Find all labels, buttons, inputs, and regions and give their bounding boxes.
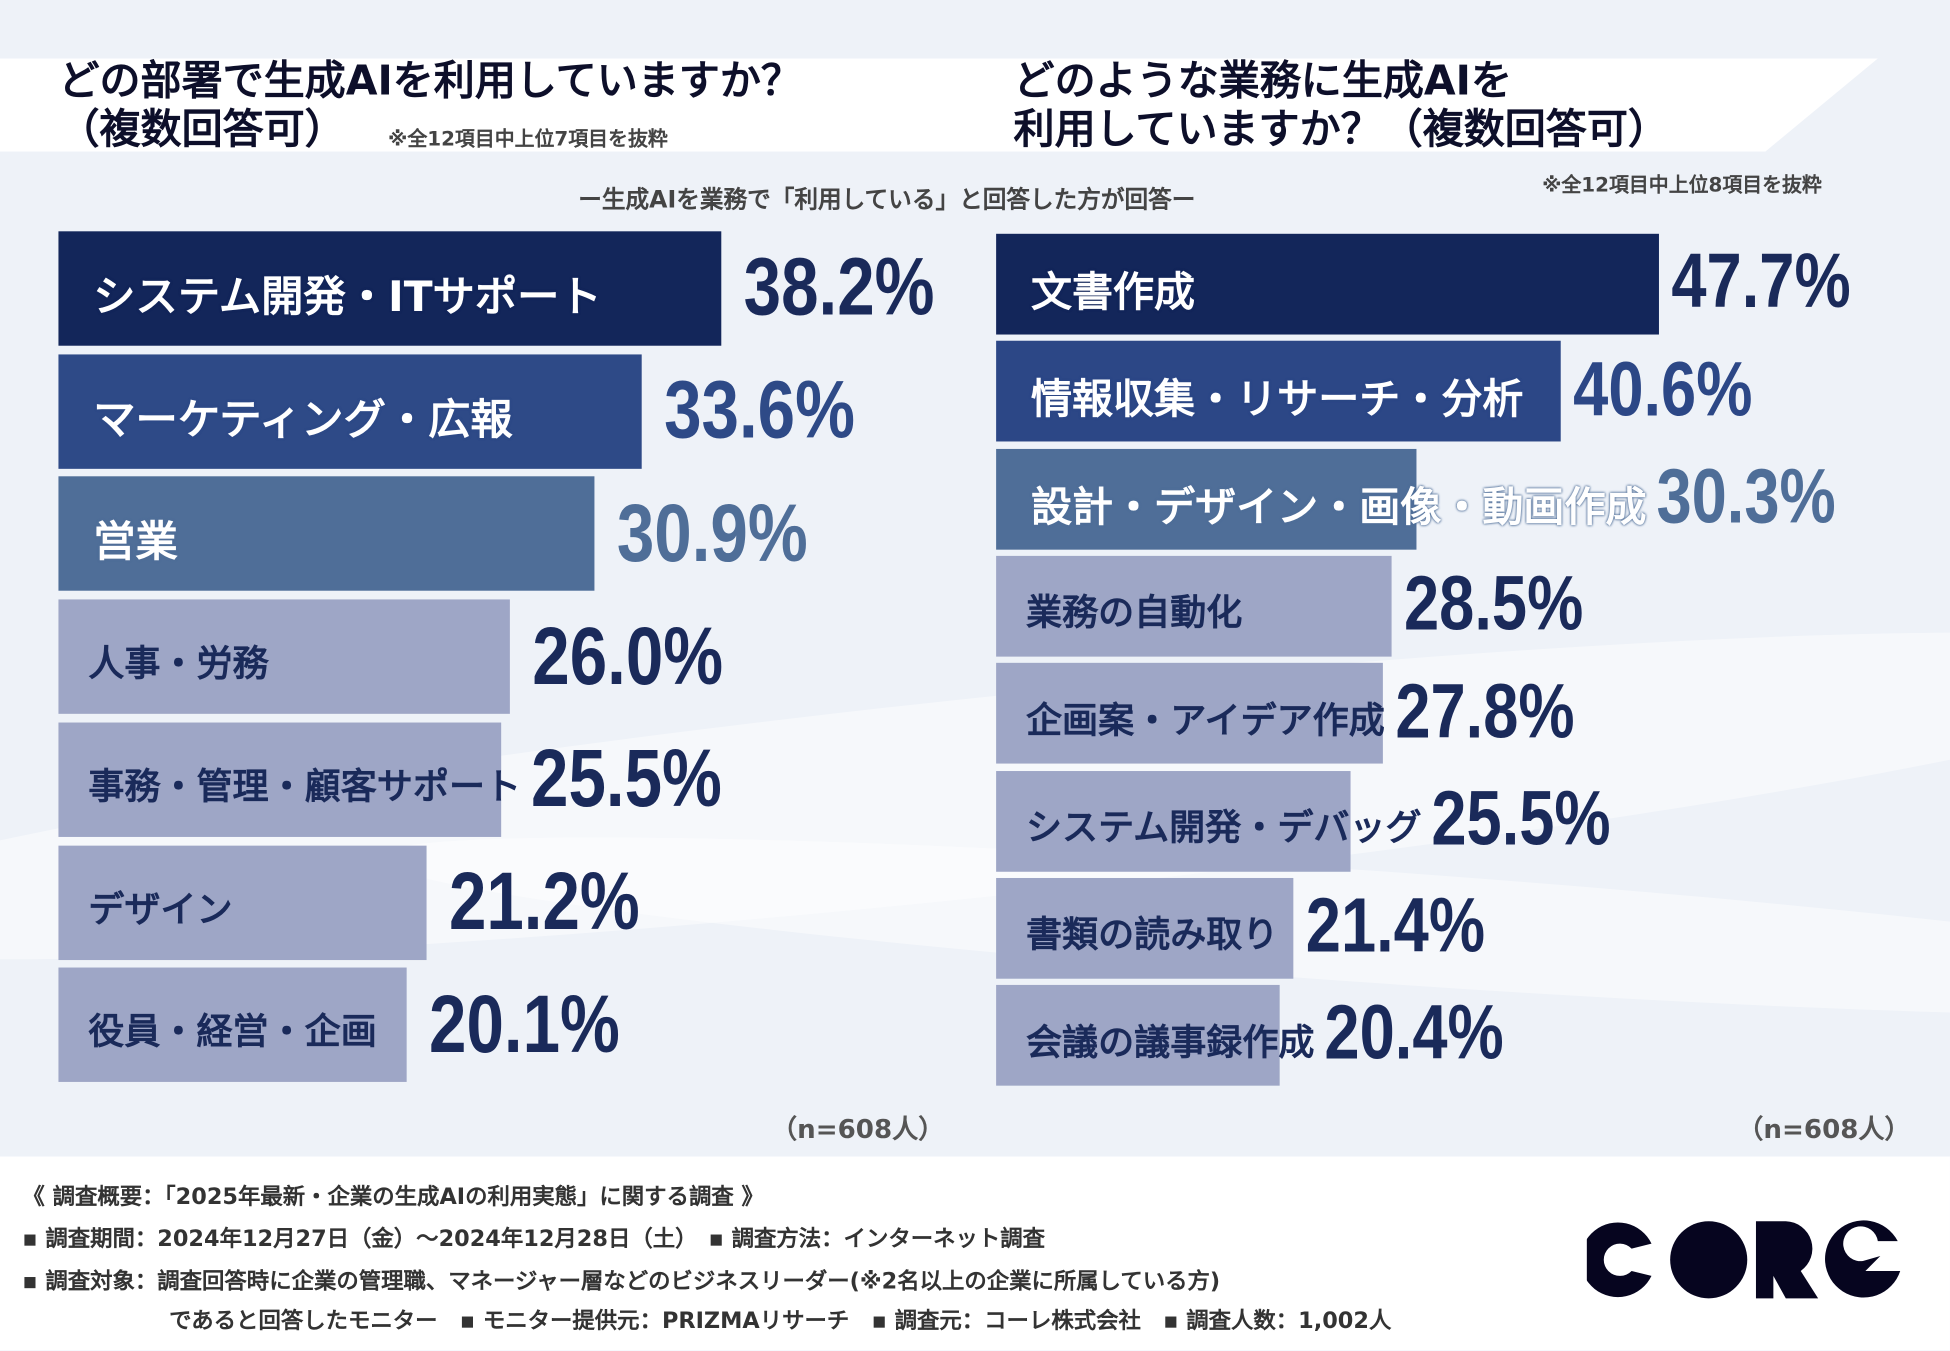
core-logo [1586,1220,1901,1299]
bar-value-label: 21.2% [448,854,640,947]
bar [996,448,1418,550]
bar-value-label: 28.5% [1404,561,1584,647]
bar-value-label: 40.6% [1572,346,1752,433]
left-note: ※全12項目中上位7項目を抜粋 [388,126,668,151]
bar [996,663,1383,764]
bar-value-label: 26.0% [531,608,723,701]
bar-category-label: 営業 [93,517,178,568]
bar-category-label: システム開発・ITサポート [93,272,602,322]
bar-value-label: 21.4% [1305,883,1486,969]
bar-category-label: 人事・労務 [88,641,269,685]
bar [58,845,427,960]
footer: 《 調査概要：「2025年最新・企業の生成AIの利用実態」に関する調査 》 ▪ … [0,1156,1950,1351]
bar [996,985,1280,1086]
bar-category-label: 情報収集・リサーチ・分析 [1030,374,1524,424]
bar-value-label: 30.9% [616,485,808,579]
bar [996,555,1393,657]
subtitle: ー生成AIを業務で「利用している」と回答した方が回答ー [578,186,1196,214]
bar-value-label: 38.2% [743,240,935,333]
bar [996,770,1351,872]
bar-category-label: 書類の読み取り [1025,913,1279,956]
bar-category-label: デザイン [88,887,233,930]
bar [996,877,1294,979]
footer-survey-period: ▪ 調査期間：2024年12月27日（金）〜2024年12月28日（土） ▪ 調… [22,1226,1046,1253]
bar [58,476,595,592]
left-sample-size: （n=608人） [771,1114,945,1145]
bar-category-label: 事務・管理・顧客サポート [88,764,522,807]
bar-category-label: システム開発・デバッグ [1025,805,1422,849]
footer-survey-target: ▪ 調査対象：調査回答時に企業の管理職、マネージャー層などのビジネスリーダー(※… [22,1268,1221,1295]
footer-survey-details: であると回答したモニター ▪ モニター提供元：PRIZMAリサーチ ▪ 調査元：… [169,1308,1392,1335]
bar-value-label: 20.4% [1324,990,1504,1077]
bar-category-label: 役員・経営・企画 [88,1010,377,1053]
bar-value-label: 47.7% [1671,239,1851,325]
bar [58,231,722,346]
bar-category-label: 企画案・アイデア作成 [1025,698,1385,741]
right-sample-size: （n=608人） [1737,1114,1911,1145]
bar-category-label: 業務の自動化 [1025,591,1243,634]
right-title-line2: 利用していますか？（複数回答可） [1013,104,1669,153]
bar [58,967,408,1083]
left-title-line2: （複数回答可） [58,104,346,153]
bar-category-label: マーケティング・広報 [93,394,513,445]
bar-category-label: 会議の議事録作成 [1025,1020,1315,1063]
right-note: ※全12項目中上位8項目を抜粋 [1542,172,1822,197]
bar [58,599,510,714]
bar-category-label: 文書作成 [1030,267,1196,316]
bar-value-label: 25.5% [531,731,722,824]
bar [58,354,642,469]
bar-value-label: 27.8% [1394,668,1575,755]
bar-value-label: 30.3% [1656,453,1836,540]
left-title-line1: どの部署で生成AIを利用していますか？ [58,55,802,105]
bar [996,341,1561,442]
right-title-line1: どのような業務に生成AIを [1013,55,1513,105]
bar [58,722,501,837]
bar-category-label: 設計・デザイン・画像・動画作成 [1030,482,1647,531]
bar [996,233,1659,335]
bar-value-label: 20.1% [429,976,621,1069]
bar-value-label: 33.6% [663,363,855,456]
footer-survey-title: 《 調査概要：「2025年最新・企業の生成AIの利用実態」に関する調査 》 [22,1183,764,1211]
bar-value-label: 25.5% [1431,775,1611,862]
title-banner [0,58,1878,152]
